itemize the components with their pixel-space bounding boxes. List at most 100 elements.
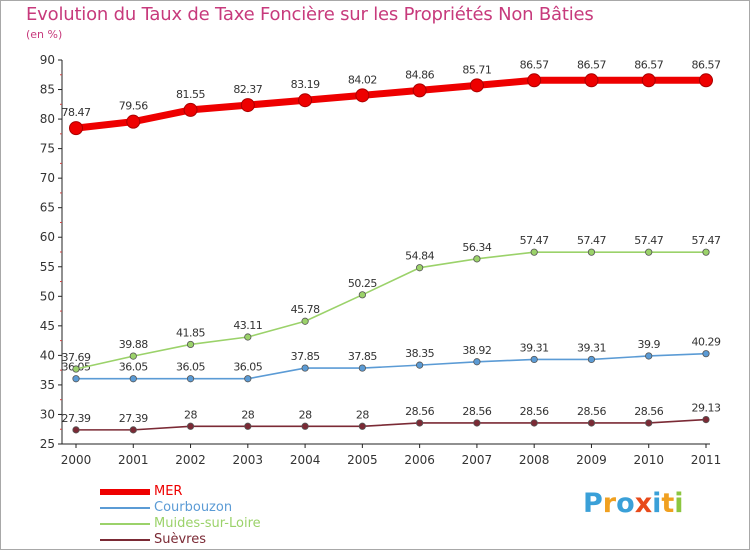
y-tick-label: 80 <box>40 112 55 126</box>
data-label: 57.47 <box>692 234 721 247</box>
data-point <box>126 114 141 129</box>
data-point <box>530 355 538 364</box>
y-tick-label: 65 <box>40 201 55 215</box>
x-tick-label: 2007 <box>462 453 493 467</box>
data-label: 28 <box>299 408 312 421</box>
data-point <box>244 422 252 430</box>
logo-letter: t <box>661 488 675 519</box>
data-label: 36.05 <box>119 361 148 374</box>
data-point <box>72 375 80 383</box>
data-point <box>587 248 596 256</box>
data-point <box>702 248 710 256</box>
data-label: 45.78 <box>291 303 320 316</box>
data-label: 29.13 <box>692 402 721 415</box>
data-label: 43.11 <box>233 319 262 332</box>
data-point <box>298 93 313 108</box>
legend-swatch <box>100 539 150 541</box>
data-label: 28.56 <box>462 405 491 418</box>
data-point <box>358 364 366 372</box>
data-point <box>416 264 424 272</box>
x-tick-label: 2011 <box>691 453 722 467</box>
data-label: 39.88 <box>119 338 148 351</box>
data-label: 38.35 <box>405 347 434 360</box>
data-label: 37.85 <box>348 350 377 363</box>
proxiti-logo: Proxiti <box>583 488 684 519</box>
data-label: 57.47 <box>634 234 663 247</box>
data-point <box>358 291 366 299</box>
data-point <box>244 333 252 341</box>
series-line-muides-sur-loire <box>75 251 707 370</box>
x-tick-label: 2002 <box>175 453 206 467</box>
x-tick-label: 2000 <box>61 453 92 467</box>
data-point <box>301 317 309 325</box>
chart-title: Evolution du Taux de Taxe Foncière sur l… <box>26 4 594 25</box>
y-tick-label: 55 <box>40 260 55 274</box>
y-tick-label: 35 <box>40 378 55 392</box>
data-label: 28.56 <box>520 405 549 418</box>
data-point <box>129 375 137 383</box>
data-label: 28 <box>356 408 369 421</box>
data-label: 81.55 <box>176 88 205 101</box>
data-point <box>645 248 653 256</box>
unit-label: (en %) <box>26 28 63 41</box>
data-point <box>186 340 195 349</box>
data-label: 39.31 <box>577 341 606 354</box>
data-label: 36.05 <box>176 361 205 374</box>
x-tick-label: 2003 <box>233 453 264 467</box>
data-point <box>72 365 80 373</box>
legend-swatch <box>100 523 150 525</box>
data-label: 57.47 <box>520 234 549 247</box>
data-label: 28.56 <box>634 405 663 418</box>
data-label: 86.57 <box>577 58 606 71</box>
data-label: 78.47 <box>62 106 91 119</box>
data-label: 37.69 <box>62 351 91 364</box>
data-label: 86.57 <box>634 58 663 71</box>
data-label: 28 <box>241 408 254 421</box>
data-point <box>301 364 309 372</box>
y-tick-label: 40 <box>40 348 55 362</box>
data-point <box>645 419 653 427</box>
data-label: 57.47 <box>577 234 606 247</box>
logo-letter: P <box>583 488 603 519</box>
data-point <box>702 350 710 358</box>
data-point <box>186 422 195 430</box>
data-point <box>129 352 137 360</box>
data-point <box>587 419 596 427</box>
data-label: 28 <box>184 408 197 421</box>
data-label: 85.71 <box>462 63 491 76</box>
legend-label: MER <box>154 484 183 499</box>
x-tick-label: 2006 <box>404 453 435 467</box>
legend-label: Suèvres <box>154 532 207 547</box>
data-point <box>699 73 713 88</box>
data-label: 39.31 <box>520 341 549 354</box>
data-label: 41.85 <box>176 326 205 339</box>
data-point <box>473 255 481 263</box>
y-tick-label: 50 <box>40 289 55 303</box>
y-tick-label: 85 <box>40 83 55 97</box>
data-point <box>301 422 309 430</box>
data-label: 82.37 <box>233 83 262 96</box>
data-label: 56.34 <box>462 241 491 254</box>
data-point <box>702 416 710 424</box>
data-label: 86.57 <box>520 58 549 71</box>
x-tick-label: 2005 <box>347 453 378 467</box>
x-tick-label: 2010 <box>633 453 664 467</box>
data-point <box>183 102 198 117</box>
data-point <box>473 419 481 427</box>
data-point <box>527 73 542 88</box>
data-point <box>587 355 596 364</box>
legend-swatch <box>100 489 150 495</box>
data-point <box>358 422 366 430</box>
logo-letter: o <box>616 488 635 519</box>
data-point <box>530 248 538 256</box>
y-tick-label: 75 <box>40 142 55 156</box>
data-label: 54.84 <box>405 250 434 263</box>
data-point <box>473 358 481 366</box>
data-label: 39.9 <box>637 338 660 351</box>
series-line-mer <box>72 76 710 132</box>
data-point <box>412 83 427 98</box>
data-point <box>129 426 137 434</box>
data-label: 27.39 <box>62 412 91 425</box>
x-tick-label: 2004 <box>290 453 321 467</box>
y-tick-label: 90 <box>40 53 55 67</box>
